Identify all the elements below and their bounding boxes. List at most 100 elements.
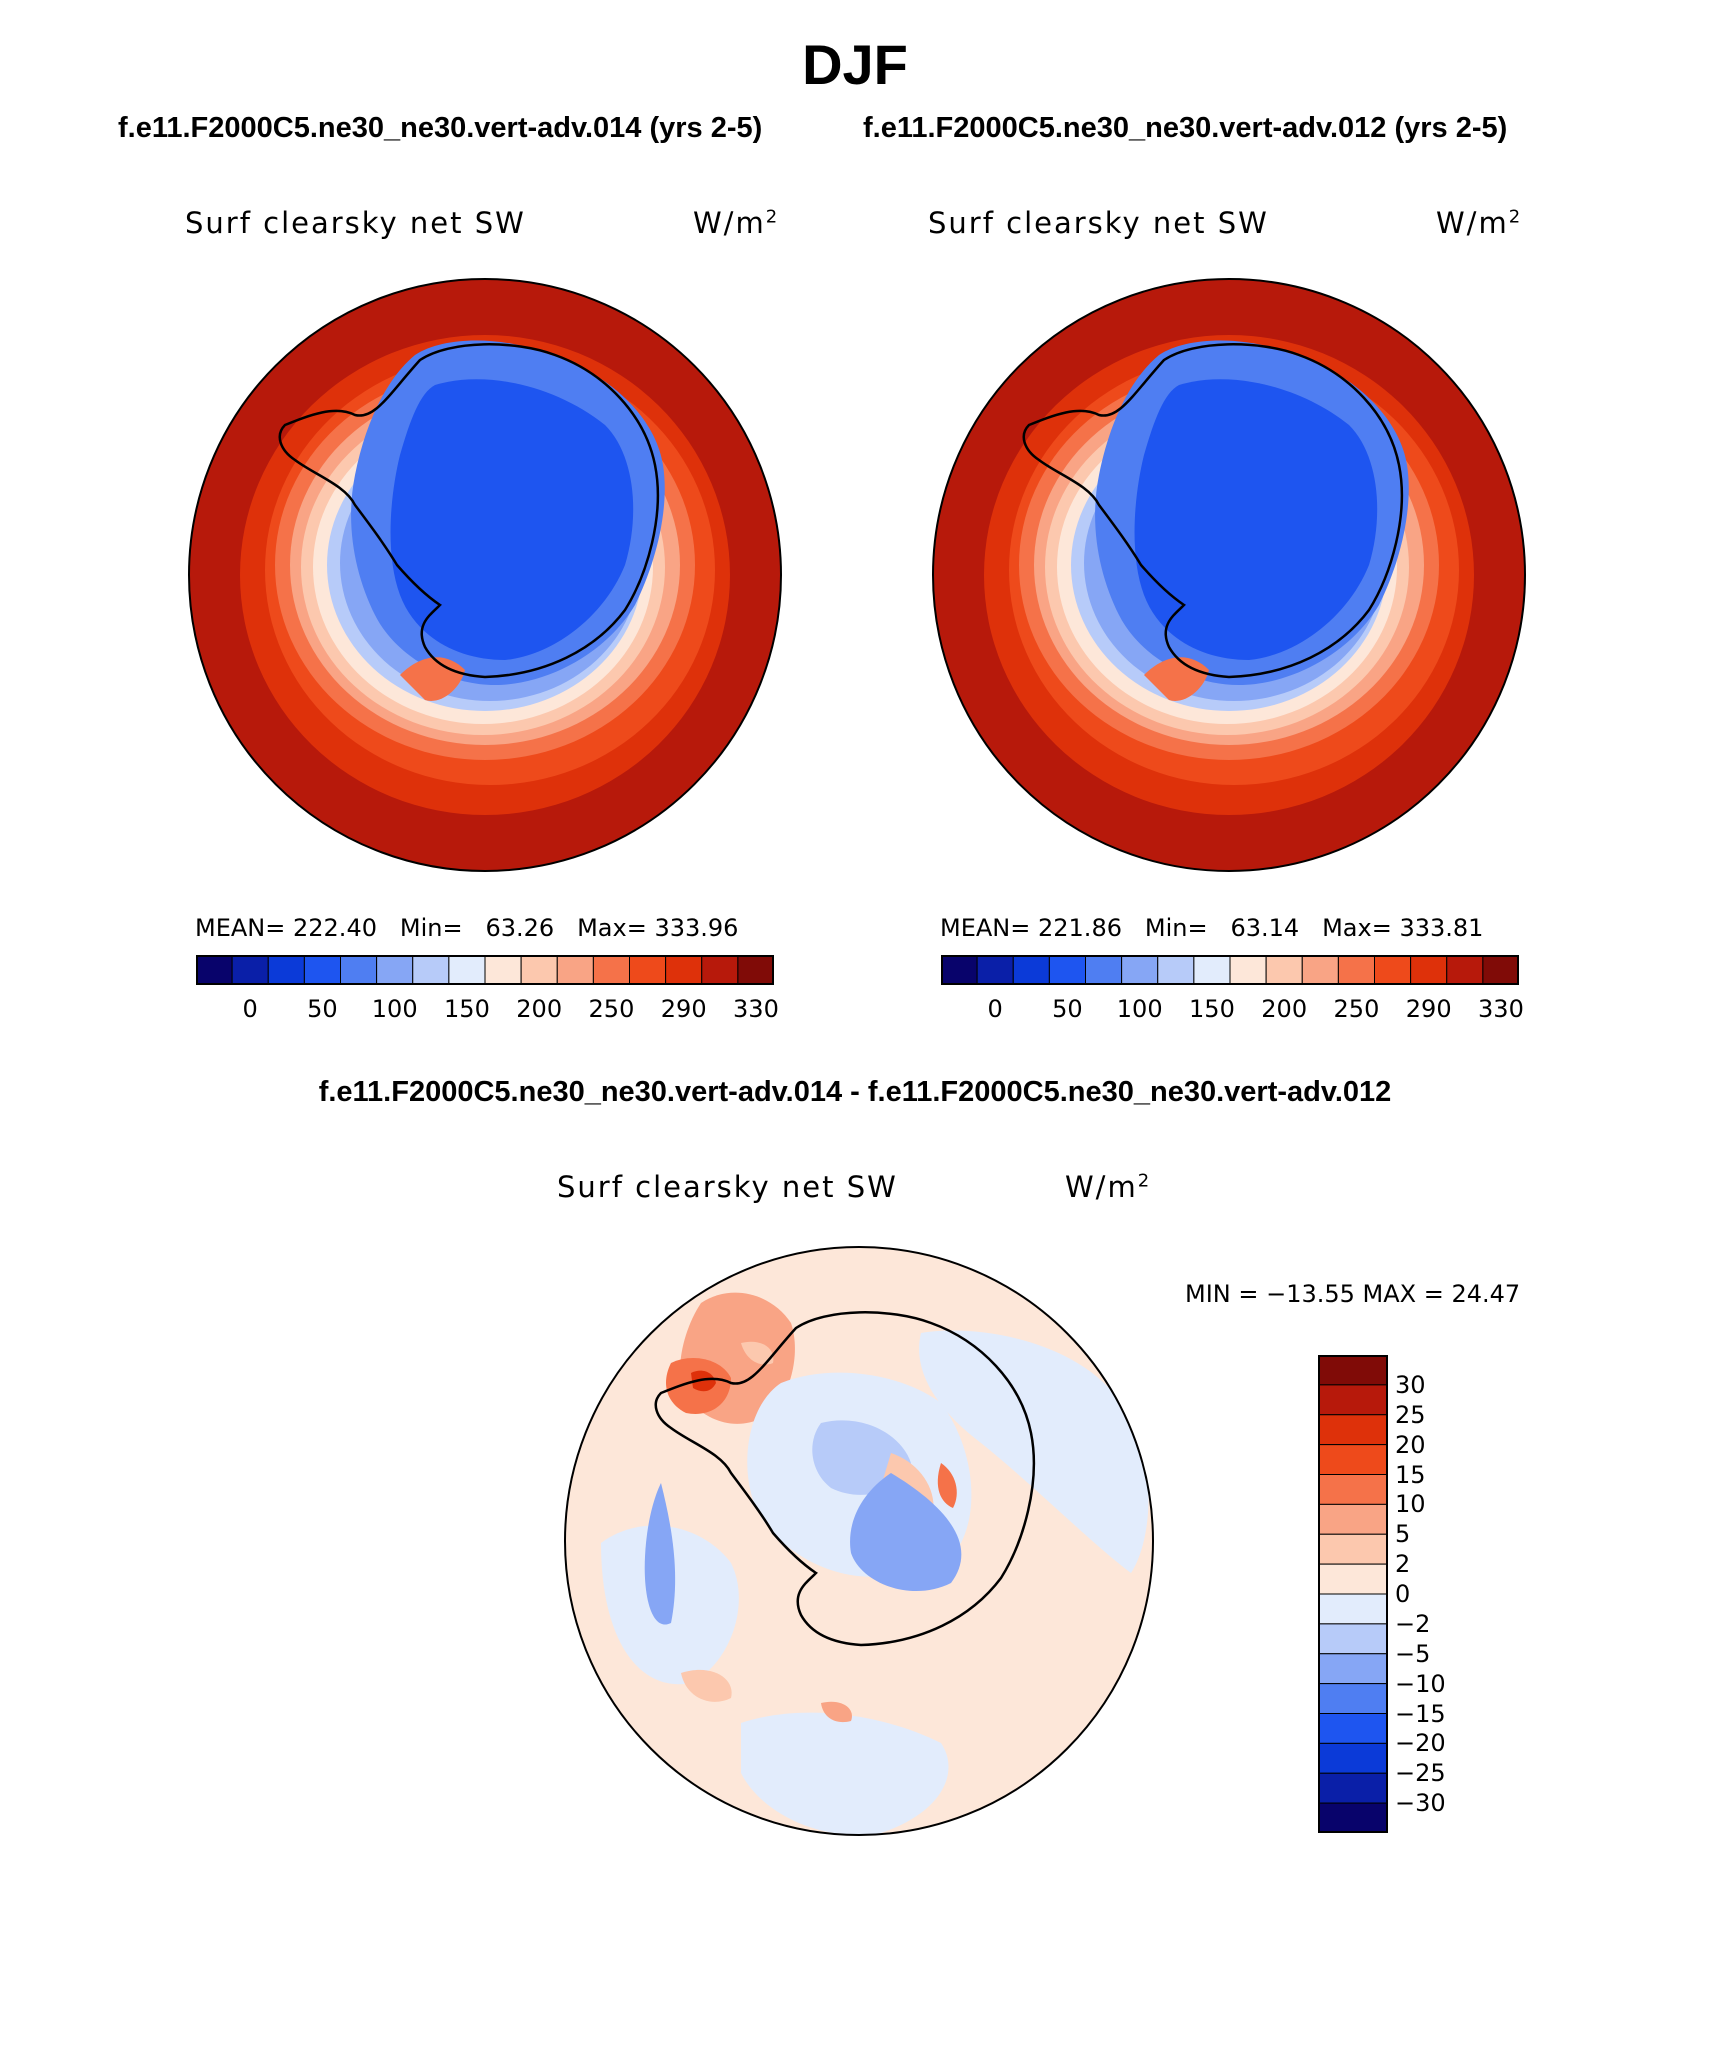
left-colorbar-box-11 bbox=[592, 955, 630, 985]
left-colorbar-tick: 150 bbox=[444, 995, 490, 1023]
right-colorbar-box-4 bbox=[1085, 955, 1123, 985]
right-colorbar-box-2 bbox=[1012, 955, 1050, 985]
right-colorbar-tick: 50 bbox=[1052, 995, 1083, 1023]
diff-colorbar-tick: 2 bbox=[1395, 1550, 1411, 1579]
diff-colorbar-tick: 15 bbox=[1395, 1460, 1426, 1489]
right-colorbar-box-14 bbox=[1446, 955, 1484, 985]
right-colorbar-box-13 bbox=[1410, 955, 1448, 985]
diff-colorbar-tick: −30 bbox=[1395, 1789, 1446, 1818]
left-colorbar-ticks: 0 50 100 150 200 250 290 330 bbox=[196, 995, 779, 1025]
diff-colorbar-box-12 bbox=[1318, 1713, 1388, 1744]
right-colorbar-tick: 290 bbox=[1405, 995, 1452, 1023]
left-case-title: f.e11.F2000C5.ne30_ne30.vert-adv.014 (yr… bbox=[118, 112, 763, 144]
diff-colorbar-tick: −15 bbox=[1395, 1699, 1446, 1728]
right-colorbar-box-11 bbox=[1337, 955, 1375, 985]
diff-colorbar-tick: 30 bbox=[1395, 1370, 1426, 1399]
difference-title: f.e11.F2000C5.ne30_ne30.vert-adv.014 - f… bbox=[318, 1076, 1392, 1108]
right-colorbar-box-6 bbox=[1157, 955, 1195, 985]
right-colorbar-box-0 bbox=[941, 955, 978, 985]
right-colorbar-tick: 250 bbox=[1333, 995, 1380, 1023]
diff-colorbar-box-2 bbox=[1318, 1414, 1388, 1446]
diff-colorbar-tick: 20 bbox=[1395, 1430, 1426, 1459]
left-colorbar-tick: 100 bbox=[371, 995, 418, 1023]
right-polar-map bbox=[932, 278, 1526, 872]
right-units-label: W/m2 bbox=[1436, 206, 1523, 240]
right-colorbar-tick: 0 bbox=[987, 995, 1003, 1023]
difference-colorbar bbox=[1318, 1355, 1388, 1833]
right-colorbar-tick: 150 bbox=[1189, 995, 1235, 1023]
right-case-title: f.e11.F2000C5.ne30_ne30.vert-adv.012 (yr… bbox=[863, 112, 1508, 144]
left-colorbar-box-13 bbox=[665, 955, 703, 985]
left-colorbar-box-10 bbox=[556, 955, 594, 985]
left-colorbar-tick: 50 bbox=[307, 995, 338, 1023]
left-colorbar-box-6 bbox=[412, 955, 450, 985]
left-colorbar-tick: 290 bbox=[660, 995, 707, 1023]
left-colorbar-box-2 bbox=[267, 955, 305, 985]
diff-colorbar-box-1 bbox=[1318, 1384, 1388, 1416]
diff-variable-label: Surf clearsky net SW bbox=[557, 1170, 898, 1204]
diff-colorbar-tick: 25 bbox=[1395, 1400, 1426, 1429]
figure-title: DJF bbox=[802, 33, 908, 96]
right-variable-label: Surf clearsky net SW bbox=[928, 206, 1269, 240]
diff-colorbar-tick: −5 bbox=[1395, 1639, 1431, 1668]
left-colorbar-tick: 200 bbox=[516, 995, 563, 1023]
diff-colorbar-box-4 bbox=[1318, 1474, 1388, 1505]
diff-colorbar-box-3 bbox=[1318, 1444, 1388, 1475]
diff-colorbar-box-0 bbox=[1318, 1355, 1388, 1386]
left-colorbar-box-12 bbox=[629, 955, 667, 985]
diff-colorbar-tick: 10 bbox=[1395, 1490, 1426, 1519]
left-colorbar-box-1 bbox=[231, 955, 269, 985]
right-colorbar-box-1 bbox=[976, 955, 1014, 985]
right-colorbar-tick: 200 bbox=[1261, 995, 1308, 1023]
diff-colorbar-box-15 bbox=[1318, 1802, 1388, 1833]
diff-colorbar-box-9 bbox=[1318, 1623, 1388, 1655]
right-colorbar-ticks: 0 50 100 150 200 250 290 330 bbox=[941, 995, 1524, 1025]
diff-colorbar-tick: −10 bbox=[1395, 1669, 1446, 1698]
right-colorbar-box-12 bbox=[1374, 955, 1412, 985]
diff-colorbar-box-11 bbox=[1318, 1683, 1388, 1714]
left-colorbar-box-9 bbox=[520, 955, 558, 985]
difference-colorbar-ticks: 30 25 20 15 10 5 2 0 −2 −5 −10 −15 −20 −25 −30 bbox=[1395, 1355, 1485, 1833]
left-polar-map bbox=[188, 278, 782, 872]
diff-minmax: MIN = −13.55 MAX = 24.47 bbox=[1185, 1280, 1521, 1308]
diff-colorbar-tick: −2 bbox=[1395, 1609, 1431, 1638]
diff-colorbar-tick: −20 bbox=[1395, 1729, 1446, 1758]
right-colorbar-box-8 bbox=[1229, 955, 1267, 985]
diff-colorbar-box-6 bbox=[1318, 1533, 1388, 1565]
left-stats: MEAN= 222.40 Min= 63.26 Max= 333.96 bbox=[195, 914, 739, 942]
left-colorbar-tick: 330 bbox=[733, 995, 779, 1023]
left-colorbar-box-3 bbox=[303, 955, 341, 985]
right-stats: MEAN= 221.86 Min= 63.14 Max= 333.81 bbox=[940, 914, 1484, 942]
left-units-label: W/m2 bbox=[693, 206, 780, 240]
diff-colorbar-tick: 5 bbox=[1395, 1520, 1411, 1549]
right-colorbar-box-3 bbox=[1048, 955, 1086, 985]
diff-colorbar-box-8 bbox=[1318, 1593, 1388, 1625]
diff-colorbar-box-13 bbox=[1318, 1742, 1388, 1774]
left-variable-label: Surf clearsky net SW bbox=[185, 206, 526, 240]
diff-colorbar-box-5 bbox=[1318, 1503, 1388, 1535]
diff-colorbar-tick: 0 bbox=[1395, 1580, 1411, 1608]
diff-colorbar-box-14 bbox=[1318, 1772, 1388, 1804]
right-colorbar-box-7 bbox=[1193, 955, 1231, 985]
diff-colorbar-tick: −25 bbox=[1395, 1759, 1446, 1788]
left-colorbar bbox=[196, 955, 774, 985]
diff-colorbar-box-10 bbox=[1318, 1653, 1388, 1685]
left-colorbar-tick: 0 bbox=[242, 995, 258, 1023]
left-colorbar-box-4 bbox=[340, 955, 378, 985]
right-colorbar-box-10 bbox=[1301, 955, 1339, 985]
left-colorbar-box-5 bbox=[376, 955, 414, 985]
right-colorbar-tick: 100 bbox=[1116, 995, 1163, 1023]
diff-colorbar-box-7 bbox=[1318, 1563, 1388, 1595]
left-colorbar-tick: 250 bbox=[588, 995, 635, 1023]
diff-units-label: W/m2 bbox=[1065, 1170, 1152, 1204]
left-colorbar-box-7 bbox=[448, 955, 486, 985]
left-colorbar-box-14 bbox=[701, 955, 739, 985]
left-colorbar-box-0 bbox=[196, 955, 233, 985]
right-colorbar-box-5 bbox=[1121, 955, 1159, 985]
right-colorbar bbox=[941, 955, 1519, 985]
difference-polar-map bbox=[564, 1246, 1154, 1836]
right-colorbar-box-15 bbox=[1482, 955, 1519, 985]
left-colorbar-box-8 bbox=[484, 955, 522, 985]
right-colorbar-box-9 bbox=[1265, 955, 1303, 985]
right-colorbar-tick: 330 bbox=[1478, 995, 1524, 1023]
